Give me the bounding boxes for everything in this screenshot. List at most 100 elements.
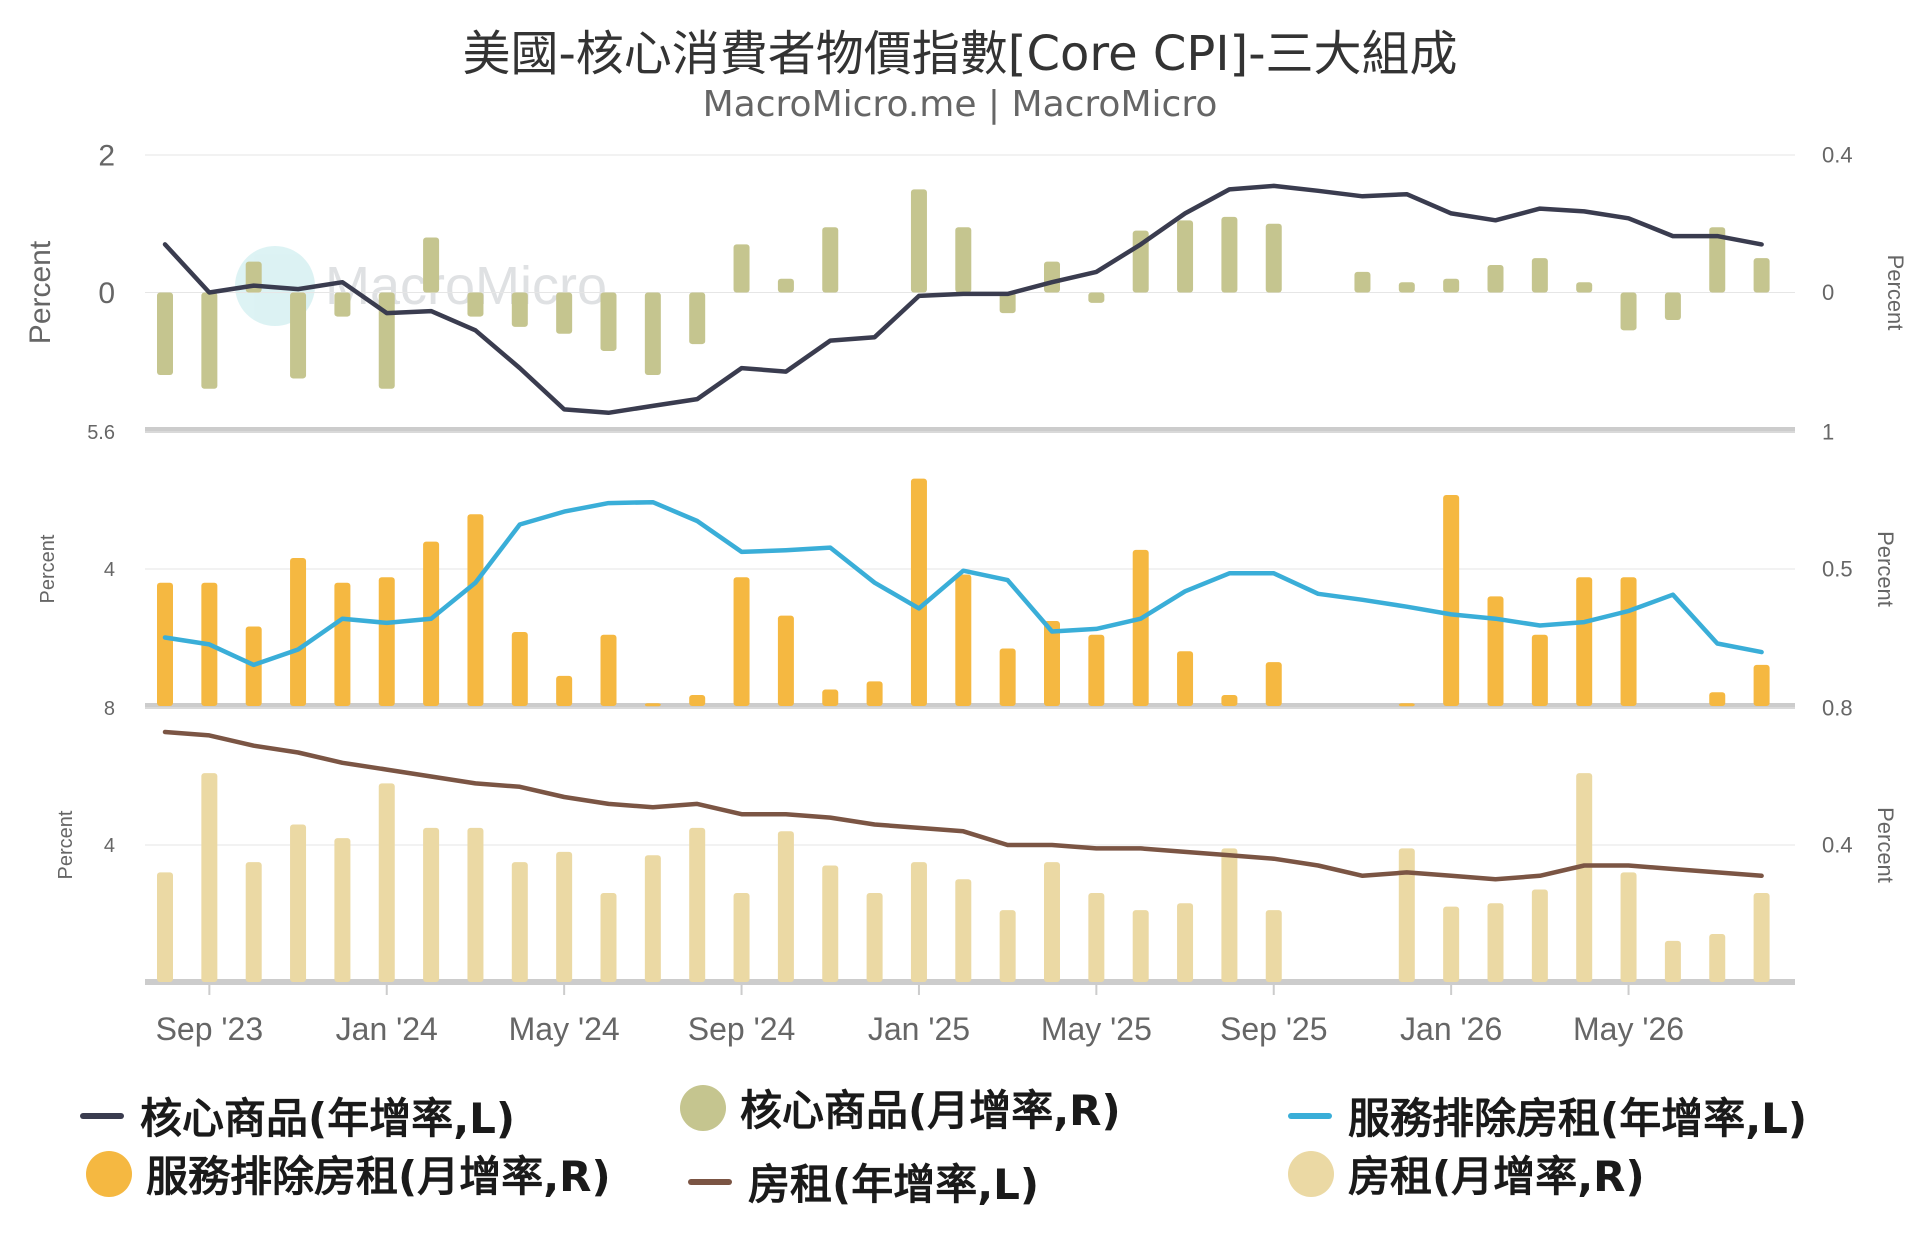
x-tick-label: Sep '25	[1220, 1011, 1328, 1047]
bar	[866, 681, 883, 706]
bar	[511, 292, 528, 327]
bar	[1044, 621, 1060, 706]
bar	[423, 541, 440, 706]
x-tick-label: May '26	[1573, 1011, 1684, 1047]
bar	[733, 892, 750, 982]
right-tick-label: 1	[1822, 420, 1834, 445]
bar	[644, 855, 661, 982]
panel-separator	[145, 703, 1795, 709]
right-tick-label: 0	[1822, 280, 1834, 305]
bar	[157, 292, 173, 375]
bar	[467, 827, 484, 982]
bar	[378, 577, 395, 706]
left-tick-label: 2	[98, 140, 115, 173]
left-axis-title: Percent	[37, 534, 59, 603]
bar	[556, 292, 573, 334]
bar	[1177, 651, 1194, 706]
bar	[1088, 292, 1105, 303]
legend-item-0[interactable]: 核心商品(年增率,L)	[80, 1085, 515, 1146]
right-axis-title: Percent	[1883, 255, 1908, 331]
left-axis-title: Percent	[24, 240, 57, 344]
bar	[334, 292, 351, 317]
bar	[1265, 910, 1282, 982]
bar	[1221, 848, 1238, 982]
right-tick-label: 0.4	[1822, 143, 1853, 168]
bar	[1132, 910, 1149, 982]
x-tick-label: Jan '24	[336, 1011, 438, 1047]
legend-line-icon	[80, 1112, 124, 1119]
bar	[733, 577, 750, 706]
bar	[822, 689, 839, 706]
bar	[1620, 577, 1637, 706]
left-tick-label: 5.6	[87, 422, 115, 444]
left-tick-label: 4	[104, 559, 115, 581]
bar	[955, 879, 972, 982]
bar	[1443, 495, 1460, 706]
legend-label: 核心商品(月增率,R)	[740, 1086, 1121, 1135]
legend-item-3[interactable]: 服務排除房租(月增率,R)	[86, 1143, 611, 1204]
bar	[1487, 903, 1504, 982]
legend-label: 房租(年增率,L)	[748, 1160, 1040, 1209]
bar	[467, 514, 484, 706]
bar	[822, 227, 839, 293]
bar	[201, 292, 218, 389]
bar	[910, 478, 927, 706]
x-tick-label: Jan '26	[1400, 1011, 1502, 1047]
right-axis-title: Percent	[1873, 531, 1898, 607]
bar	[157, 872, 173, 982]
legend-dot-icon	[86, 1150, 132, 1197]
bar	[1576, 577, 1593, 706]
legend-label: 核心商品(年增率,L)	[140, 1094, 516, 1143]
bar	[1443, 906, 1460, 982]
legend-line-icon	[688, 1178, 732, 1185]
bar	[1398, 282, 1415, 293]
bar	[1088, 892, 1105, 982]
bar	[600, 634, 617, 706]
x-tick-label: Sep '24	[688, 1011, 796, 1047]
legend-item-5[interactable]: 房租(月增率,R)	[1288, 1143, 1645, 1204]
x-tick-label: Sep '23	[156, 1011, 264, 1047]
bar	[1177, 903, 1194, 982]
legend: 核心商品(年增率,L) 核心商品(月增率,R) 服務排除房租(年增率,L) 服務…	[80, 1084, 1880, 1235]
bar	[290, 558, 307, 706]
legend-item-2[interactable]: 服務排除房租(年增率,L)	[1288, 1085, 1807, 1146]
bar	[423, 237, 440, 293]
legend-label: 服務排除房租(月增率,R)	[146, 1152, 611, 1201]
bar	[157, 582, 173, 706]
panel-separator	[145, 979, 1795, 985]
bar	[689, 827, 706, 982]
legend-item-4[interactable]: 房租(年增率,L)	[688, 1151, 1039, 1212]
x-tick-label: Jan '25	[868, 1011, 970, 1047]
bar	[777, 615, 794, 706]
bar	[1709, 692, 1726, 706]
legend-item-1[interactable]: 核心商品(月增率,R)	[680, 1077, 1121, 1138]
legend-label: 服務排除房租(年增率,L)	[1348, 1094, 1808, 1143]
bar	[910, 862, 927, 982]
bar	[644, 703, 661, 707]
bar	[644, 292, 661, 375]
series-line	[162, 729, 1764, 882]
bar	[1177, 220, 1194, 293]
bar	[777, 831, 794, 982]
bar	[290, 824, 307, 982]
bar	[1620, 872, 1637, 982]
x-tick-label: May '24	[509, 1011, 620, 1047]
right-axis-title: Percent	[1873, 807, 1898, 883]
bar	[822, 865, 839, 982]
panel-separator	[145, 427, 1795, 433]
bar	[334, 582, 351, 706]
bar	[866, 892, 883, 982]
bar	[910, 189, 927, 293]
bar	[1044, 261, 1060, 293]
chart-title: 美國-核心消費者物價指數[Core CPI]-三大組成	[462, 26, 1458, 82]
bar	[999, 648, 1016, 706]
legend-dot-icon	[680, 1084, 726, 1131]
bar	[511, 632, 528, 706]
bar	[1265, 223, 1282, 293]
bar	[1664, 292, 1681, 320]
bar	[1576, 773, 1593, 982]
bar	[1753, 892, 1770, 982]
bar	[955, 574, 972, 706]
